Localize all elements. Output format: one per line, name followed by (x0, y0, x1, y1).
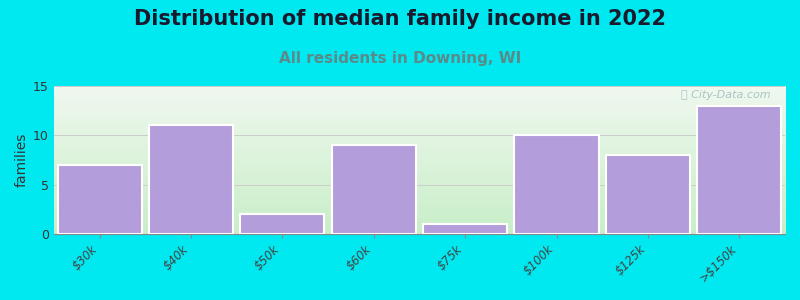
Bar (332, 145, 416, 234)
Text: All residents in Downing, WI: All residents in Downing, WI (279, 51, 521, 66)
Y-axis label: families: families (15, 133, 29, 187)
Text: ⓘ City-Data.com: ⓘ City-Data.com (681, 90, 770, 100)
Bar (58, 165, 142, 234)
Bar (698, 106, 782, 234)
Bar (606, 155, 690, 234)
Text: Distribution of median family income in 2022: Distribution of median family income in … (134, 9, 666, 29)
Bar (423, 224, 507, 234)
Bar (149, 125, 233, 234)
Bar (240, 214, 325, 234)
Bar (514, 135, 598, 234)
